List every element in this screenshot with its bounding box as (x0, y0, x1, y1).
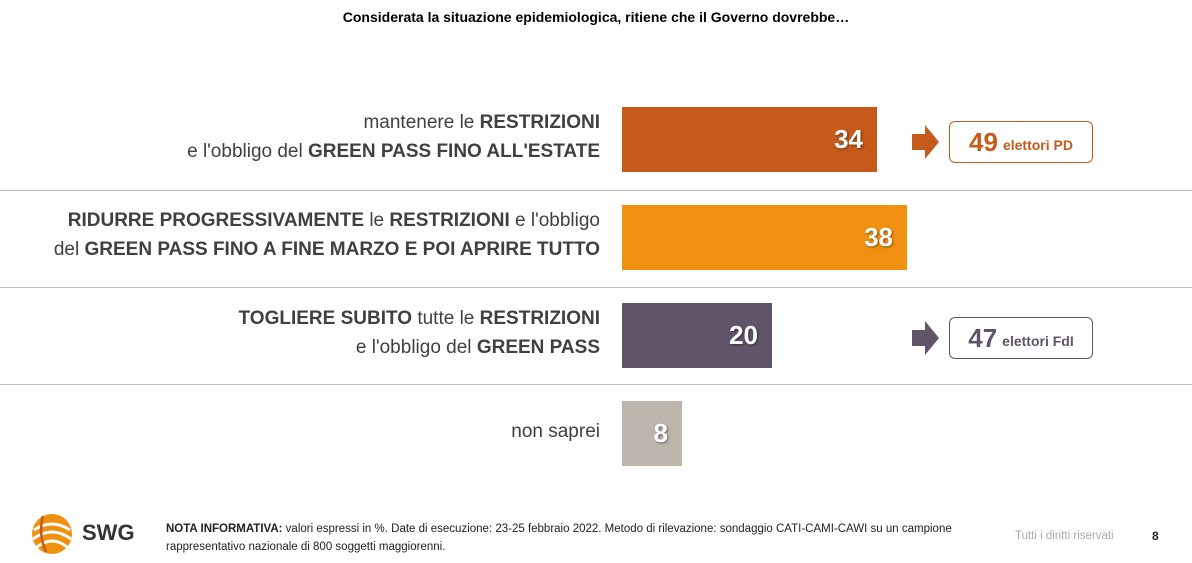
row-label-line: mantenere le RESTRIZIONI (20, 108, 600, 137)
row-label-line: RIDURRE PROGRESSIVAMENTE le RESTRIZIONI … (20, 206, 600, 235)
bar-value-label: 20 (729, 319, 758, 350)
chart-title: Considerata la situazione epidemiologica… (342, 9, 850, 25)
bar-value-label: 34 (834, 123, 863, 154)
row-label-segment: del (53, 239, 85, 260)
callout-text: elettori PD (1002, 137, 1073, 153)
row-label-segment: TOGLIERE SUBITO (238, 308, 413, 329)
footnote-text: valori espressi in %. Date di esecuzione… (166, 523, 952, 553)
bar: 20 (622, 302, 772, 368)
row-label-segment: GREEN PASS FINO ALL'ESTATE (308, 141, 600, 162)
swg-logo-text: SWG (82, 520, 135, 545)
row-label-line: e l'obbligo del GREEN PASS FINO ALL'ESTA… (20, 137, 600, 166)
page-number: 8 (1152, 529, 1159, 543)
footnote-label: NOTA INFORMATIVA: (166, 523, 283, 535)
row-label: RIDURRE PROGRESSIVAMENTE le RESTRIZIONI … (20, 206, 600, 264)
bar-value-label: 8 (653, 417, 668, 448)
row-label-segment: e l'obbligo del (355, 337, 477, 358)
row-label-segment: e l'obbligo (509, 210, 600, 231)
row-label-segment: mantenere le (363, 112, 480, 133)
row-label-segment: RESTRIZIONI (479, 112, 600, 133)
row-label: non saprei (20, 417, 600, 446)
row-label-segment: non saprei (511, 420, 600, 442)
row-label: mantenere le RESTRIZIONI e l'obbligo del … (20, 108, 600, 166)
bar: 34 (622, 106, 877, 172)
bar: 38 (622, 204, 907, 270)
row-label-segment: GREEN PASS (476, 337, 600, 358)
row-label-line: e l'obbligo del GREEN PASS (20, 333, 600, 362)
row-label-segment: GREEN PASS FINO A FINE MARZO E POI APRIR… (84, 239, 601, 260)
callout-value: 47 (968, 322, 998, 353)
row-label-segment: le (364, 210, 390, 231)
row-label-line: non saprei (20, 417, 600, 446)
voters-callout: 49 elettori PD (949, 121, 1093, 163)
row-label-segment: RESTRIZIONI (389, 210, 510, 231)
row-separator (0, 384, 1192, 385)
row-label-segment: RESTRIZIONI (479, 308, 600, 329)
callout-text: elettori FdI (1002, 333, 1074, 349)
arrow-right-icon (912, 321, 939, 355)
row-separator (0, 287, 1192, 288)
row-label-segment: RIDURRE PROGRESSIVAMENTE (67, 210, 365, 231)
row-label-segment: e l'obbligo del (187, 141, 308, 162)
bar-value-label: 38 (864, 221, 893, 252)
row-label-line: del GREEN PASS FINO A FINE MARZO E POI A… (20, 235, 600, 264)
footnote: NOTA INFORMATIVA: valori espressi in %. … (166, 520, 996, 556)
arrow-right-icon (912, 125, 939, 159)
rights-text: Tutti i diritti riservati (1015, 530, 1114, 542)
row-label: TOGLIERE SUBITO tutte le RESTRIZIONI e l'… (20, 304, 600, 362)
row-label-line: TOGLIERE SUBITO tutte le RESTRIZIONI (20, 304, 600, 333)
voters-callout: 47 elettori FdI (949, 317, 1093, 359)
callout-value: 49 (969, 126, 998, 157)
row-label-segment: tutte le (412, 308, 480, 329)
swg-logo-icon (32, 514, 72, 554)
row-separator (0, 190, 1192, 191)
bar: 8 (622, 400, 682, 466)
